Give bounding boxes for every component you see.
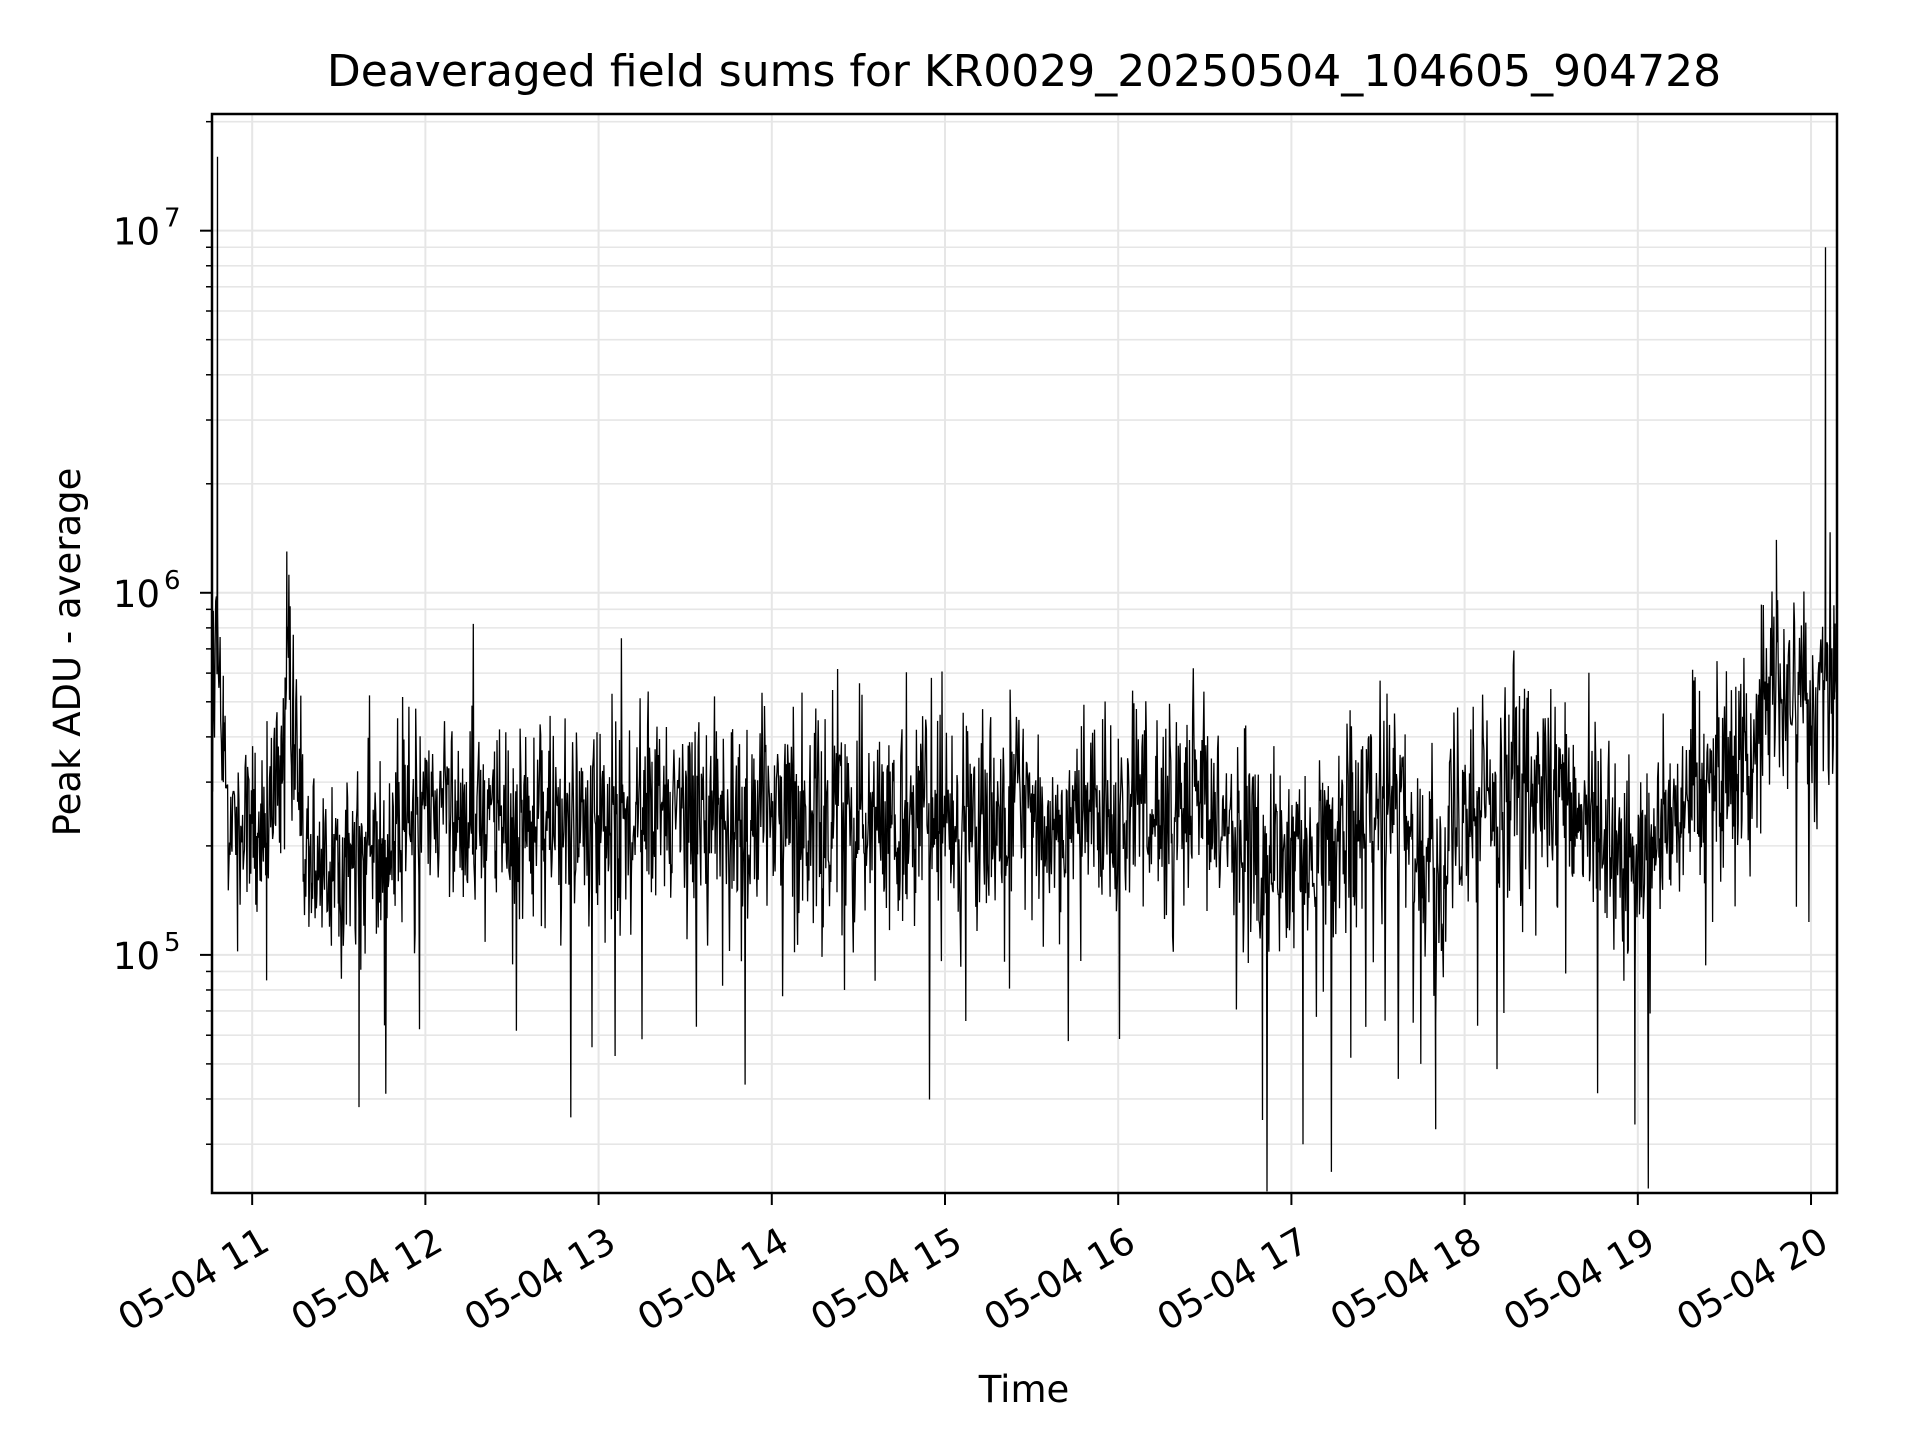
plot-frame <box>210 112 1839 1195</box>
y-tick-label: 10 <box>113 573 160 616</box>
series-line <box>211 156 1838 1192</box>
series <box>211 156 1838 1192</box>
chart-title: Deaveraged field sums for KR0029_2025050… <box>327 46 1721 97</box>
y-tick-exponent: 5 <box>164 928 181 958</box>
y-tick-exponent: 7 <box>164 204 181 234</box>
x-axis-label: Time <box>978 1368 1070 1411</box>
y-tick-exponent: 6 <box>164 566 181 596</box>
y-axis-label: Peak ADU - average <box>46 468 89 837</box>
y-tick-label: 10 <box>113 211 160 254</box>
y-tick-label: 10 <box>113 935 160 978</box>
